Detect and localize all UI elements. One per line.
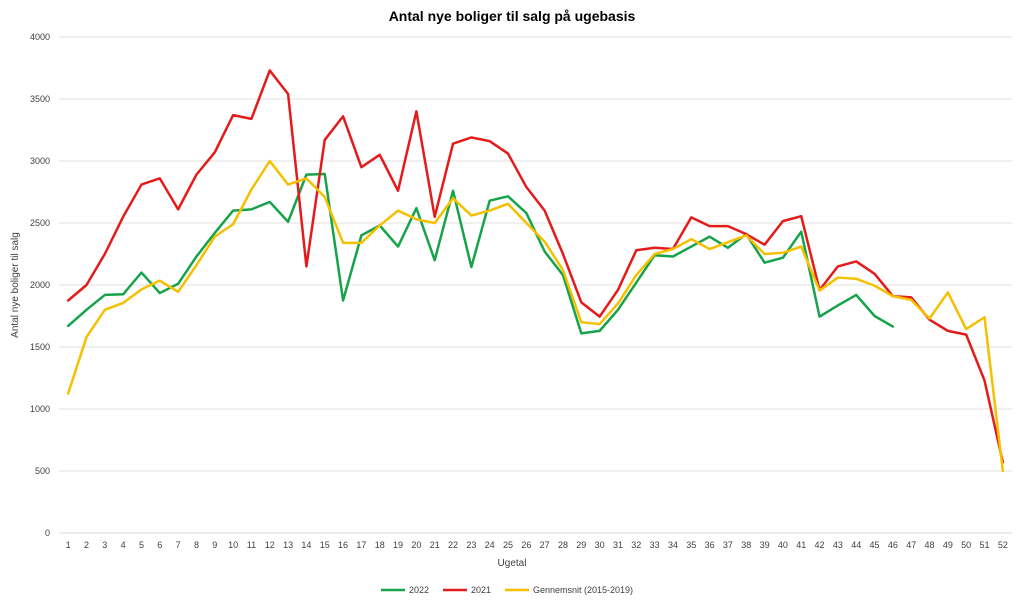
- x-tick-label: 4: [121, 540, 126, 550]
- x-tick-label: 42: [815, 540, 825, 550]
- x-tick-label: 31: [613, 540, 623, 550]
- y-tick-label: 2000: [30, 280, 50, 290]
- series-line: [66, 69, 1005, 464]
- x-tick-label: 43: [833, 540, 843, 550]
- x-tick-label: 15: [320, 540, 330, 550]
- x-tick-label: 7: [176, 540, 181, 550]
- x-tick-label: 48: [925, 540, 935, 550]
- y-tick-label: 500: [35, 466, 50, 476]
- y-tick-label: 2500: [30, 218, 50, 228]
- x-tick-label: 36: [705, 540, 715, 550]
- x-tick-label: 12: [265, 540, 275, 550]
- x-tick-label: 45: [870, 540, 880, 550]
- x-tick-label: 30: [595, 540, 605, 550]
- x-tick-label: 47: [906, 540, 916, 550]
- legend-label: 2022: [409, 585, 429, 595]
- x-tick-label: 38: [741, 540, 751, 550]
- x-tick-label: 29: [576, 540, 586, 550]
- x-tick-label: 40: [778, 540, 788, 550]
- x-tick-label: 13: [283, 540, 293, 550]
- y-tick-label: 0: [45, 528, 50, 538]
- x-tick-label: 26: [521, 540, 531, 550]
- x-tick-label: 27: [540, 540, 550, 550]
- x-tick-label: 11: [247, 540, 256, 550]
- x-tick-label: 51: [980, 540, 990, 550]
- x-tick-label: 20: [411, 540, 421, 550]
- x-tick-label: 18: [375, 540, 385, 550]
- x-tick-label: 32: [631, 540, 641, 550]
- x-axis-label: Ugetal: [498, 558, 527, 569]
- x-tick-label: 1: [66, 540, 71, 550]
- y-tick-label: 3500: [30, 94, 50, 104]
- legend: 2022 2021 Gennemsnit (2015-2019): [381, 585, 633, 595]
- y-tick-label: 1000: [30, 404, 50, 414]
- x-tick-label: 41: [796, 540, 806, 550]
- gridlines: [59, 36, 1012, 472]
- y-tick-label: 3000: [30, 156, 50, 166]
- x-tick-label: 22: [448, 540, 458, 550]
- series-line: [66, 172, 895, 335]
- y-tick-label: 1500: [30, 342, 50, 352]
- legend-label: Gennemsnit (2015-2019): [533, 585, 633, 595]
- x-tick-label: 3: [102, 540, 107, 550]
- x-tick-label: 25: [503, 540, 513, 550]
- x-tick-label: 8: [194, 540, 199, 550]
- x-tick-label: 10: [228, 540, 238, 550]
- x-tick-label: 52: [998, 540, 1008, 550]
- x-tick-label: 50: [961, 540, 971, 550]
- x-tick-label: 21: [430, 540, 440, 550]
- x-tick-label: 16: [338, 540, 348, 550]
- x-tick-label: 24: [485, 540, 495, 550]
- x-tick-label: 33: [650, 540, 660, 550]
- legend-label: 2021: [471, 585, 491, 595]
- x-tick-label: 49: [943, 540, 953, 550]
- x-tick-label: 9: [212, 540, 217, 550]
- x-axis-ticks: 1 2 3 4 5 6 7 8 9 10 11 12 13 14 15 16 17 18 19 20 21 22 23 24 2…: [66, 540, 1008, 550]
- x-tick-label: 14: [301, 540, 311, 550]
- x-tick-label: 37: [723, 540, 733, 550]
- x-tick-label: 35: [686, 540, 696, 550]
- x-tick-label: 28: [558, 540, 568, 550]
- x-tick-label: 39: [760, 540, 770, 550]
- series-lines: [66, 69, 1005, 473]
- series-line: [66, 159, 1005, 473]
- x-tick-label: 2: [84, 540, 89, 550]
- x-tick-label: 46: [888, 540, 898, 550]
- x-tick-label: 17: [356, 540, 366, 550]
- x-tick-label: 6: [157, 540, 162, 550]
- chart-title: Antal nye boliger til salg på ugebasis: [389, 8, 636, 24]
- x-tick-label: 19: [393, 540, 403, 550]
- y-tick-label: 4000: [30, 32, 50, 42]
- x-tick-label: 23: [466, 540, 476, 550]
- x-tick-label: 44: [851, 540, 861, 550]
- x-tick-label: 5: [139, 540, 144, 550]
- y-axis-label: Antal nye boliger til salg: [10, 232, 21, 338]
- x-tick-label: 34: [668, 540, 678, 550]
- y-axis-ticks: 0 500 1000 1500 2000 2500 3000 3500 4000: [30, 32, 50, 538]
